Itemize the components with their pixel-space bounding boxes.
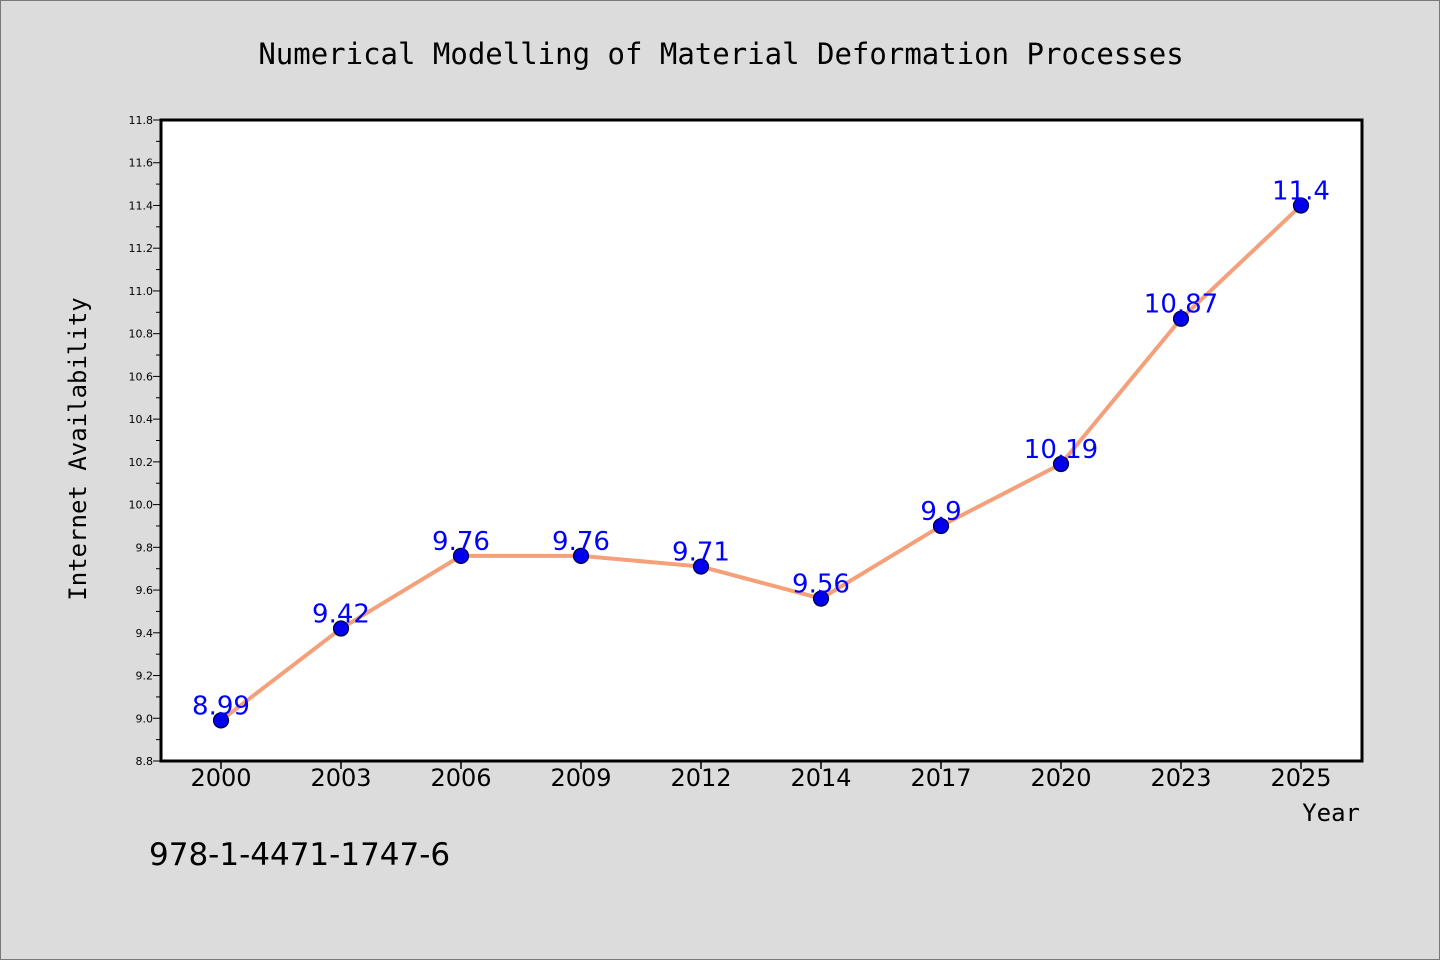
isbn-annotation: 978-1-4471-1747-6: [149, 837, 450, 873]
data-label: 8.99: [192, 691, 250, 721]
y-tick-label: 10.8: [129, 328, 154, 341]
data-point: [1292, 197, 1310, 214]
data-point: [572, 547, 590, 564]
data-label: 9.56: [792, 570, 850, 600]
y-tick-label: 10.0: [129, 499, 154, 512]
x-tick-label: 2014: [790, 764, 851, 792]
x-tick-label: 2017: [910, 764, 971, 792]
data-point: [452, 547, 470, 564]
data-point: [1052, 455, 1070, 473]
data-label: 10.19: [1024, 435, 1098, 465]
series-line: [219, 204, 1303, 722]
data-point: [332, 620, 350, 637]
x-axis-title: Year: [1302, 799, 1360, 827]
x-tick-label: 2003: [310, 764, 371, 792]
data-point: [692, 558, 710, 575]
x-tick-label: 2012: [670, 764, 731, 792]
data-point: [212, 712, 230, 729]
x-tick-label: 2023: [1150, 764, 1211, 792]
data-label: 9.71: [672, 538, 730, 568]
chart-title: Numerical Modelling of Material Deformat…: [258, 37, 1183, 71]
data-point: [932, 517, 950, 535]
y-tick-label: 11.4: [129, 199, 154, 212]
data-label: 9.9: [920, 497, 961, 527]
x-tick-label: 2009: [550, 764, 611, 792]
y-tick-label: 10.2: [129, 456, 154, 469]
data-label: 11.4: [1272, 176, 1330, 206]
y-tick-label: 10.4: [129, 413, 154, 426]
y-tick-label: 10.6: [129, 370, 154, 383]
y-axis-title: Internet Availability: [64, 297, 92, 600]
x-tick-label: 2025: [1270, 764, 1331, 792]
data-label: 9.76: [552, 527, 610, 557]
y-tick-label: 11.0: [129, 285, 154, 298]
x-axis: 2000 2003 2006 2009 2012 2014 2017 2020 2023 2025: [190, 761, 1332, 792]
data-label: 9.76: [432, 527, 490, 557]
x-tick-label: 2000: [190, 764, 251, 792]
y-tick-label: 11.2: [129, 242, 154, 255]
y-tick-label: 9.0: [136, 712, 154, 725]
data-point: [1172, 310, 1190, 327]
data-label: 9.42: [312, 600, 370, 630]
data-label: 10.87: [1144, 290, 1218, 320]
y-tick-label: 8.8: [136, 755, 154, 768]
y-tick-label: 11.6: [129, 157, 154, 170]
series-markers: [212, 197, 1310, 729]
y-tick-label: 9.4: [136, 627, 154, 640]
y-tick-label: 9.8: [136, 541, 154, 554]
x-tick-label: 2006: [430, 764, 491, 792]
data-point: [812, 590, 830, 607]
x-tick-label: 2020: [1030, 764, 1091, 792]
data-labels: 8.99 9.42 9.76 9.76 9.71 9.56 9.9 10.19 10.87 11.…: [192, 176, 1330, 721]
y-tick-label: 11.8: [129, 114, 154, 127]
plot-area: [159, 118, 1364, 763]
y-tick-label: 9.2: [136, 670, 154, 683]
y-tick-label: 9.6: [136, 584, 154, 597]
y-axis: 8.8 9.0 9.2 9.4 9.6 9.8 10.0 10.2 10.4 10.6 10.8 11…: [129, 114, 161, 768]
